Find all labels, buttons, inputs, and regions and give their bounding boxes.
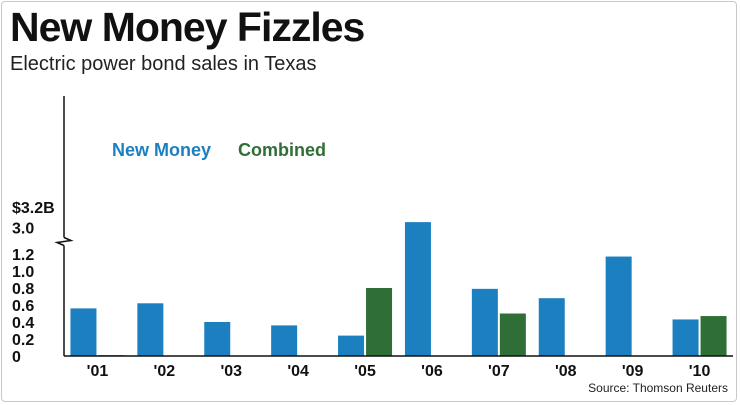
y-tick-label: 0.6 bbox=[12, 298, 34, 315]
bar-combined bbox=[700, 316, 727, 356]
bar-new-money bbox=[672, 319, 699, 356]
y-tick-label: 1.2 bbox=[12, 247, 34, 264]
y-tick-label: 1.0 bbox=[12, 264, 34, 281]
bar-new-money bbox=[471, 288, 498, 356]
bar-new-money bbox=[204, 322, 231, 356]
y-tick-label: 0.2 bbox=[12, 332, 34, 349]
bar-combined bbox=[499, 313, 526, 356]
bar-new-money bbox=[70, 308, 97, 356]
x-tick-label: '09 bbox=[622, 363, 644, 380]
x-tick-label: '07 bbox=[488, 363, 510, 380]
y-tick-label: 0.4 bbox=[12, 315, 34, 332]
x-tick-label: '02 bbox=[154, 363, 176, 380]
y-axis: 00.20.40.60.81.01.2 3.0 $3.2B bbox=[12, 200, 55, 366]
bar-new-money bbox=[605, 256, 632, 356]
bar-new-money bbox=[538, 298, 565, 356]
x-tick-label: '10 bbox=[689, 363, 711, 380]
legend: New Money Combined bbox=[112, 140, 326, 160]
x-tick-label: '08 bbox=[555, 363, 577, 380]
x-tick-label: '04 bbox=[287, 363, 309, 380]
x-tick-label: '06 bbox=[421, 363, 443, 380]
bar-combined bbox=[366, 288, 393, 356]
y-tick-label: 3.0 bbox=[12, 220, 34, 237]
x-tick-label: '05 bbox=[354, 363, 376, 380]
bar-new-money bbox=[271, 325, 298, 356]
chart-subtitle: Electric power bond sales in Texas bbox=[10, 53, 317, 75]
bar-new-money bbox=[137, 303, 164, 356]
axis-break-marker bbox=[54, 236, 74, 247]
x-axis: '01 '02 '03 '04 '05 '06 '07 '08 '09 '10 bbox=[87, 363, 711, 380]
chart-title: New Money Fizzles bbox=[10, 4, 365, 50]
x-tick-label: '01 bbox=[87, 363, 109, 380]
bar-new-money bbox=[404, 222, 431, 356]
y-tick-label: $3.2B bbox=[12, 200, 55, 217]
bar-new-money bbox=[338, 335, 365, 356]
legend-new-money: New Money bbox=[112, 140, 211, 160]
legend-combined: Combined bbox=[238, 140, 326, 160]
y-tick-label: 0 bbox=[12, 349, 21, 366]
x-tick-label: '03 bbox=[220, 363, 242, 380]
source-note: Source: Thomson Reuters bbox=[588, 381, 728, 395]
bars bbox=[70, 222, 727, 357]
axis-lines bbox=[54, 96, 733, 357]
y-tick-label: 0.8 bbox=[12, 281, 34, 298]
